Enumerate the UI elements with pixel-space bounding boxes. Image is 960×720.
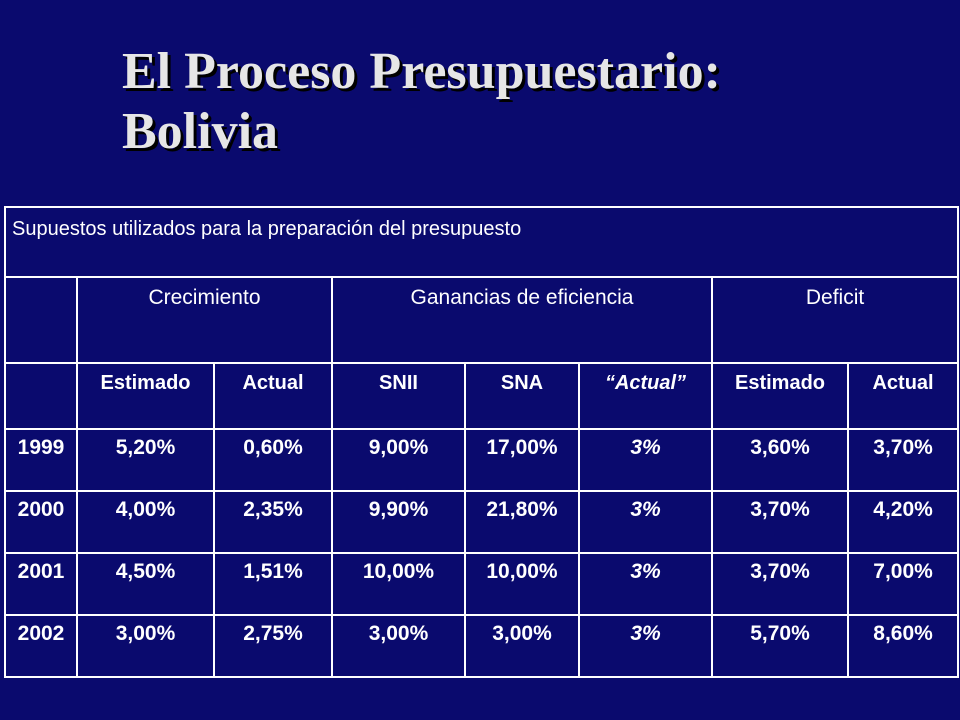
crec-estimado-cell: 5,20% [76, 428, 215, 492]
group-header-crecimiento: Crecimiento [76, 276, 333, 364]
snii-cell: 10,00% [331, 552, 466, 616]
snii-cell: 3,00% [331, 614, 466, 678]
slide-title-line-2: Bolivia [122, 103, 279, 160]
table-row: 2002 3,00% 2,75% 3,00% 3,00% 3% 5,70% 8,… [4, 614, 960, 678]
slide-title: El Proceso Presupuestario: Bolivia [122, 42, 922, 162]
year-cell: 2000 [4, 490, 78, 554]
table-row: 2000 4,00% 2,35% 9,90% 21,80% 3% 3,70% 4… [4, 490, 960, 554]
slide-title-line-1: El Proceso Presupuestario: [122, 43, 721, 100]
def-estimado-cell: 3,60% [711, 428, 849, 492]
gan-actual-cell: 3% [578, 428, 713, 492]
sub-header-def-estimado: Estimado [711, 362, 849, 430]
crec-actual-cell: 0,60% [213, 428, 333, 492]
crec-estimado-cell: 4,50% [76, 552, 215, 616]
budget-assumptions-table: Supuestos utilizados para la preparación… [3, 206, 960, 678]
crec-actual-cell: 2,75% [213, 614, 333, 678]
crec-estimado-cell: 3,00% [76, 614, 215, 678]
sub-header-row: Estimado Actual SNII SNA “Actual” Estima… [4, 362, 960, 430]
year-cell: 1999 [4, 428, 78, 492]
sub-header-def-actual: Actual [846, 362, 960, 430]
sub-header-empty-cell [4, 362, 78, 430]
year-cell: 2001 [4, 552, 78, 616]
def-estimado-cell: 5,70% [711, 614, 849, 678]
group-header-ganancias: Ganancias de eficiencia [331, 276, 713, 364]
def-actual-cell: 8,60% [846, 614, 960, 678]
crec-actual-cell: 1,51% [213, 552, 333, 616]
group-header-row: Crecimiento Ganancias de eficiencia Defi… [4, 276, 960, 364]
def-estimado-cell: 3,70% [711, 552, 849, 616]
sub-header-crec-actual: Actual [213, 362, 333, 430]
group-header-empty-cell [4, 276, 78, 364]
sna-cell: 21,80% [464, 490, 580, 554]
table-row: 1999 5,20% 0,60% 9,00% 17,00% 3% 3,60% 3… [4, 428, 960, 492]
sna-cell: 17,00% [464, 428, 580, 492]
def-actual-cell: 3,70% [846, 428, 960, 492]
snii-cell: 9,90% [331, 490, 466, 554]
crec-estimado-cell: 4,00% [76, 490, 215, 554]
sub-header-snii: SNII [331, 362, 466, 430]
table-row: 2001 4,50% 1,51% 10,00% 10,00% 3% 3,70% … [4, 552, 960, 616]
gan-actual-cell: 3% [578, 614, 713, 678]
gan-actual-cell: 3% [578, 552, 713, 616]
group-header-deficit: Deficit [710, 276, 960, 364]
def-actual-cell: 4,20% [846, 490, 960, 554]
sna-cell: 3,00% [464, 614, 580, 678]
snii-cell: 9,00% [331, 428, 466, 492]
year-cell: 2002 [4, 614, 78, 678]
def-actual-cell: 7,00% [846, 552, 960, 616]
sub-header-sna: SNA [464, 362, 580, 430]
gan-actual-cell: 3% [578, 490, 713, 554]
sna-cell: 10,00% [464, 552, 580, 616]
def-estimado-cell: 3,70% [711, 490, 849, 554]
sub-header-crec-estimado: Estimado [76, 362, 215, 430]
table-caption-row: Supuestos utilizados para la preparación… [3, 206, 960, 278]
table-caption: Supuestos utilizados para la preparación… [3, 206, 960, 278]
crec-actual-cell: 2,35% [213, 490, 333, 554]
sub-header-gan-actual: “Actual” [578, 362, 713, 430]
